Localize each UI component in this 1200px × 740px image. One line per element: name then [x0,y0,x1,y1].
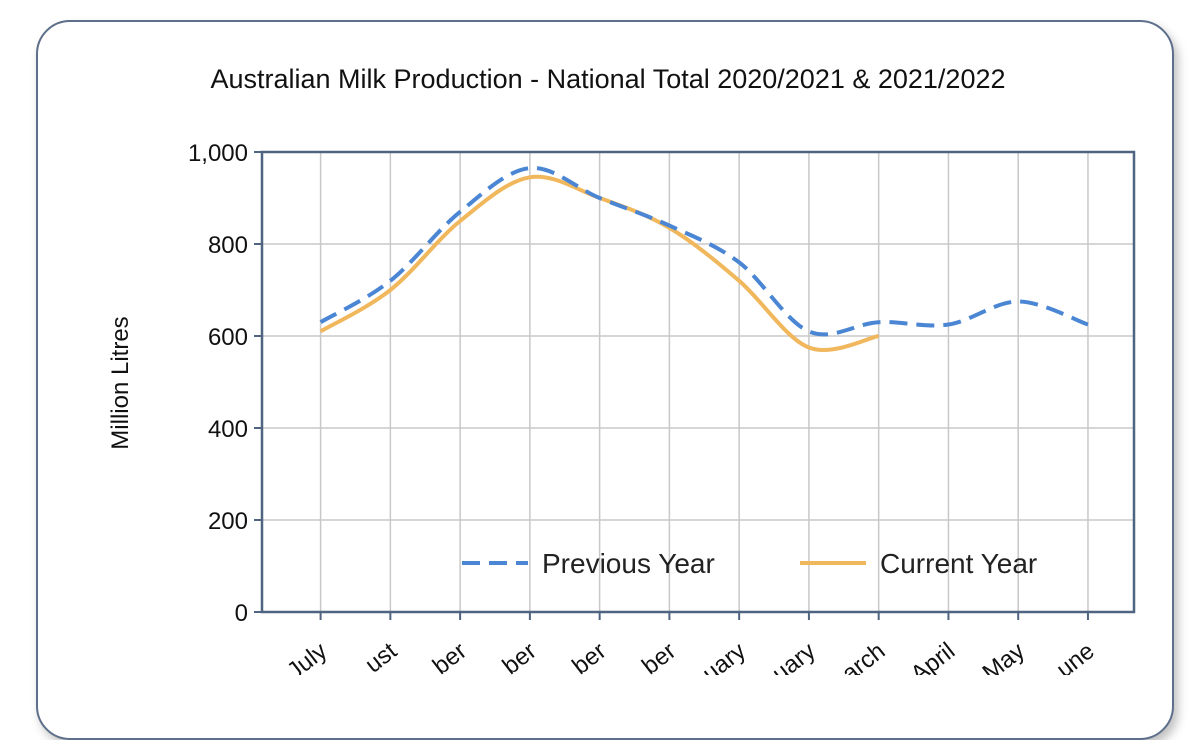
x-tick-label: ber [428,637,472,675]
chart-title: Australian Milk Production - National To… [210,64,1005,94]
x-tick-label: uary [767,637,820,675]
x-tick-label: arch [837,637,890,675]
gridlines [262,152,1134,612]
x-tick-label: May [978,637,1030,675]
y-tick-label: 400 [208,416,248,443]
legend: Previous Year Current Year [462,548,1037,579]
legend-label: Previous Year [542,548,715,579]
legend-label: Current Year [880,548,1037,579]
y-tick-label: 0 [235,600,248,627]
y-axis-ticks: 0 200 400 600 800 1,000 [188,140,262,627]
series-layer [320,168,1088,350]
y-tick-label: 800 [208,232,248,259]
y-axis-label: Million Litres [107,316,134,449]
x-tick-label: July [282,637,332,675]
x-tick-label: ber [567,637,611,675]
x-tick-label: une [1051,637,1099,675]
y-tick-label: 1,000 [188,140,248,167]
y-tick-label: 200 [208,508,248,535]
chart: Australian Milk Production - National To… [0,0,1200,675]
x-tick-label: ber [637,637,681,675]
x-tick-label: uary [697,637,750,675]
x-tick-label: ust [360,637,402,675]
y-tick-label: 600 [208,324,248,351]
x-tick-label: April [906,637,960,675]
plot-frame [262,152,1134,612]
x-tick-label: ber [498,637,542,675]
